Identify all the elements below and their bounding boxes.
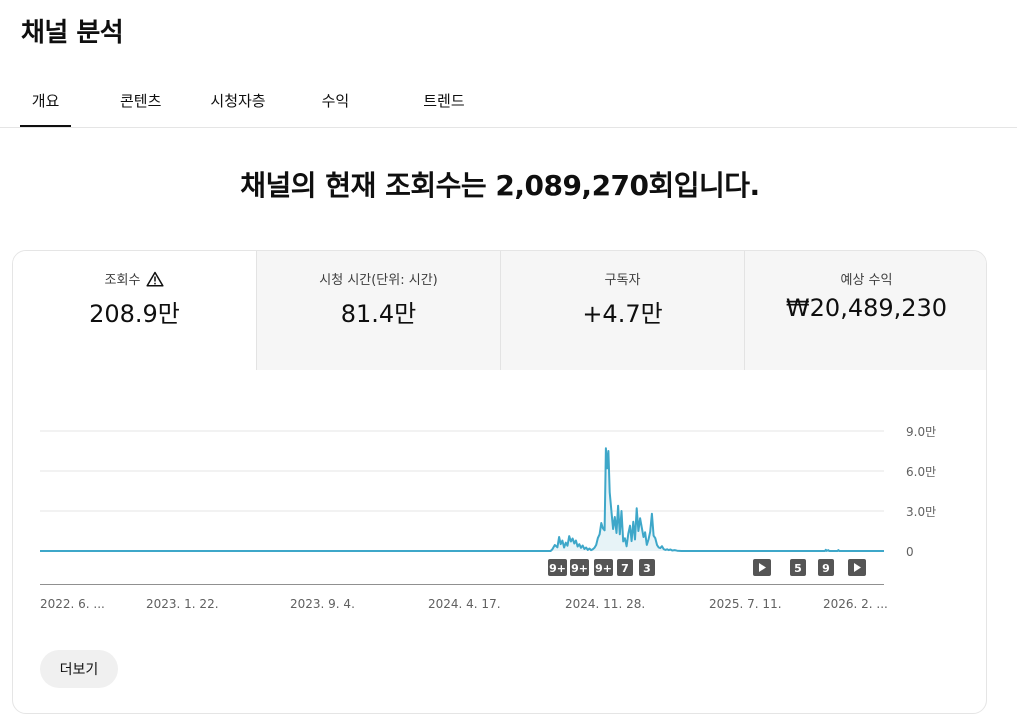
page-title: 채널 분석 <box>21 18 124 48</box>
x-tick-label: 2023. 9. 4. <box>290 597 355 611</box>
count-marker-label: 5 <box>794 562 802 575</box>
count-marker[interactable] <box>818 559 834 576</box>
metric-tab-views[interactable]: 조회수 208.9만 <box>13 251 256 370</box>
play-icon <box>854 563 861 572</box>
count-marker-label: 3 <box>643 562 651 575</box>
more-button[interactable]: 더보기 <box>40 650 118 688</box>
count-marker-label: 7 <box>621 562 629 575</box>
y-tick-label: 6.0만 <box>906 465 936 479</box>
metric-watch-time-value: 81.4만 <box>340 300 417 328</box>
metric-views-label-row: 조회수 <box>105 270 165 288</box>
x-tick-label: 2024. 11. 28. <box>565 597 645 611</box>
count-marker-label: 9+ <box>595 562 612 575</box>
count-marker-label: 9 <box>822 562 830 575</box>
metric-tab-revenue[interactable]: 예상 수익 ₩20,489,230 <box>744 251 986 370</box>
count-marker[interactable] <box>790 559 806 576</box>
x-tick-label: 2024. 4. 17. <box>428 597 501 611</box>
count-marker[interactable] <box>617 559 633 576</box>
x-tick-label: 2023. 1. 22. <box>146 597 219 611</box>
warning-icon <box>146 271 164 287</box>
tab-audience[interactable]: 시청자층 <box>210 92 266 110</box>
play-icon <box>759 563 766 572</box>
x-tick-label: 2026. 2. ... <box>823 597 888 611</box>
count-marker-label: 9+ <box>549 562 566 575</box>
metric-tabs: 조회수 208.9만 시청 시간(단위: 시간) 81.4만 구독자 +4.7만… <box>13 251 986 370</box>
metric-views-label: 조회수 <box>104 273 141 288</box>
count-marker[interactable] <box>639 559 655 576</box>
series-line <box>40 447 884 552</box>
count-marker[interactable] <box>570 559 589 576</box>
metric-tab-subscribers[interactable]: 구독자 +4.7만 <box>500 251 744 370</box>
count-marker[interactable] <box>594 559 613 576</box>
series-area <box>40 448 884 551</box>
tab-revenue[interactable]: 수익 <box>321 92 350 110</box>
metric-revenue-label: 예상 수익 <box>840 273 893 288</box>
analytics-card: 9.0만 6.0만 3.0만 0 2022. 6. ... 2023. 1. 22. 202… <box>12 250 987 714</box>
count-marker[interactable] <box>548 559 567 576</box>
views-chart: 9.0만 6.0만 3.0만 0 2022. 6. ... 2023. 1. 22. 202… <box>40 425 936 611</box>
metric-watch-time-label: 시청 시간(단위: 시간) <box>319 273 438 288</box>
tab-content[interactable]: 콘텐츠 <box>120 92 162 110</box>
headline-total-views: 채널의 현재 조회수는 2,089,270회입니다. <box>240 169 760 202</box>
y-tick-label: 0 <box>906 545 914 559</box>
y-tick-label: 3.0만 <box>906 505 936 519</box>
x-tick-label: 2025. 7. 11. <box>709 597 782 611</box>
tab-bar: 개요 콘텐츠 시청자층 수익 트렌드 <box>20 76 465 128</box>
tab-trends[interactable]: 트렌드 <box>423 92 465 110</box>
x-tick-label: 2022. 6. ... <box>40 597 105 611</box>
metric-views-value: 208.9만 <box>89 300 180 328</box>
count-marker-label: 9+ <box>571 562 588 575</box>
metric-tab-watch-time[interactable]: 시청 시간(단위: 시간) 81.4만 <box>256 251 500 370</box>
metric-subscribers-value: +4.7만 <box>582 300 663 328</box>
y-tick-label: 9.0만 <box>906 425 936 439</box>
metric-subscribers-label: 구독자 <box>604 273 641 288</box>
tab-overview[interactable]: 개요 <box>20 76 71 128</box>
tab-divider <box>0 127 1017 128</box>
metric-revenue-value: ₩20,489,230 <box>785 294 948 322</box>
